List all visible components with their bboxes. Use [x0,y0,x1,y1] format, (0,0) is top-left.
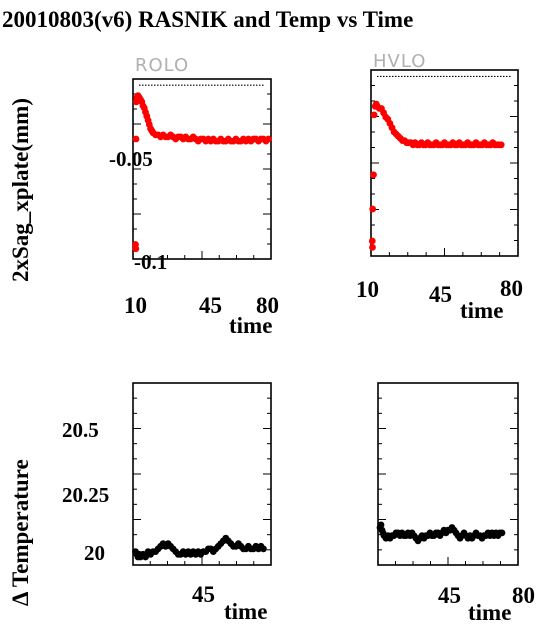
y-tick-label: -0.05 [109,147,153,171]
y-tick-label: 20.25 [62,483,109,507]
x-axis-label: time [460,298,503,323]
figure-title: 20010803(v6) RASNIK and Temp vs Time [2,7,413,32]
data-point [368,237,376,245]
x-axis-label: time [468,600,511,625]
data-point [377,521,385,529]
data-point [369,205,377,213]
data-point [265,135,272,143]
plot-frame [370,69,519,257]
x-tick-label: 45 [429,282,452,307]
data-point [497,141,505,149]
data-point [132,135,140,143]
data-point [370,111,378,119]
x-tick-label: 45 [192,582,215,607]
x-tick-label: 10 [356,277,379,302]
top-row-ylabel: 2xSag_xplate(mm) [8,98,33,282]
x-tick-label: 10 [124,293,147,318]
y-tick-label: 20.5 [62,418,99,442]
x-axis-label: time [229,313,272,338]
x-tick-label: 80 [512,583,535,608]
x-axis-label: time [224,599,267,624]
data-point [498,529,506,537]
panel-title: HVLO [373,51,426,72]
plot-frame [132,78,272,260]
panel-title: ROLO [135,55,189,76]
x-tick-label: 45 [438,583,461,608]
y-tick-label: 20 [84,541,105,565]
bottom-row-ylabel: Δ Temperature [8,459,33,606]
data-point [369,244,376,251]
x-tick-label: 45 [199,293,222,318]
chart-panel-3: 20.5 20.25 20 45 time [62,382,272,624]
y-tick-label: -0.1 [134,250,167,274]
x-tick-label: 80 [500,276,523,301]
plot-frame [132,382,272,566]
x-tick-label: 80 [256,293,279,318]
data-point [370,171,377,179]
data-point [142,553,149,561]
data-point [260,545,267,553]
data-point [132,245,140,253]
